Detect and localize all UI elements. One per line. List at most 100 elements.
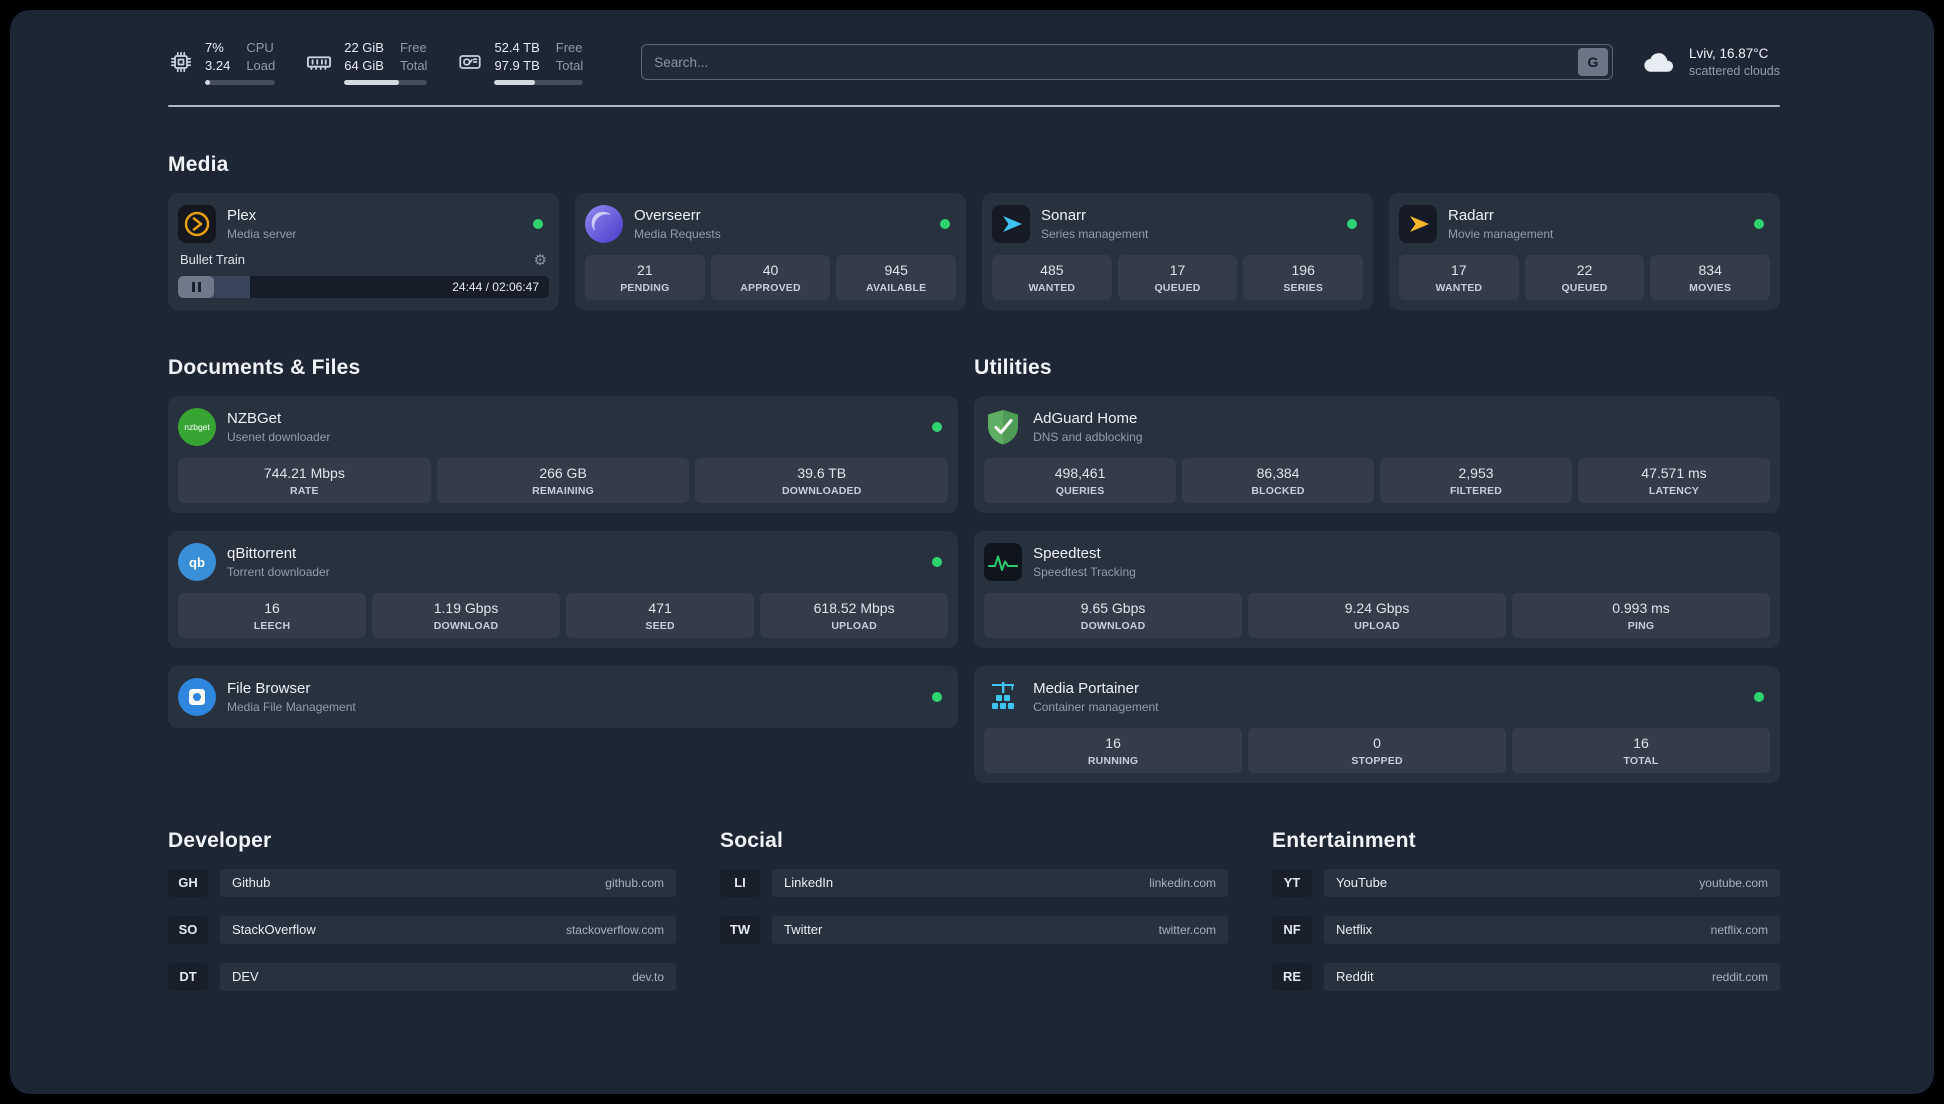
app-desc: Speedtest Tracking (1033, 564, 1136, 579)
stat-value: 47.571 ms (1641, 464, 1707, 481)
disk-free-value: 52.4 TB (494, 40, 540, 55)
stat-value: 0 (1373, 734, 1381, 751)
stat-box: 16 RUNNING (984, 727, 1243, 773)
stat-value: 21 (637, 261, 653, 278)
nzbget-card[interactable]: nzbget NZBGet Usenet downloader 744.21 M… (168, 395, 959, 513)
bookmark-url: reddit.com (1711, 969, 1768, 984)
section-title-media: Media (168, 152, 229, 176)
stat-label: DOWNLOAD (433, 619, 499, 632)
bookmark-url: stackoverflow.com (565, 922, 664, 937)
stat-box: 834 MOVIES (1650, 254, 1771, 300)
stat-box: 9.65 Gbps DOWNLOAD (984, 592, 1243, 638)
bookmark-linkedin[interactable]: LI LinkedIn linkedin.com (720, 868, 1228, 897)
bookmark-name: Twitter (784, 922, 823, 938)
section-title-utilities: Utilities (974, 355, 1052, 379)
stat-value: 196 (1291, 261, 1315, 278)
bookmark-url: youtube.com (1699, 875, 1768, 890)
overseerr-card[interactable]: Overseerr Media Requests 21 PENDING 40 A… (575, 192, 966, 310)
cpu-chip-icon (168, 49, 194, 75)
bookmark-dev[interactable]: DT DEV dev.to (168, 962, 676, 991)
bookmark-twitter[interactable]: TW Twitter twitter.com (720, 915, 1228, 944)
bookmark-reddit[interactable]: RE Reddit reddit.com (1272, 962, 1780, 991)
stat-label: PENDING (620, 281, 670, 294)
section-title-social: Social (720, 828, 784, 852)
stat-label: APPROVED (740, 281, 801, 294)
bookmark-stackoverflow[interactable]: SO StackOverflow stackoverflow.com (168, 915, 676, 944)
stat-label: UPLOAD (1354, 619, 1400, 632)
stat-box: 945 AVAILABLE (836, 254, 957, 300)
stat-label: LEECH (253, 619, 291, 632)
stat-box: 21 PENDING (585, 254, 705, 300)
speedtest-card[interactable]: Speedtest Speedtest Tracking 9.65 Gbps D… (974, 530, 1780, 648)
stat-label: FILTERED (1449, 484, 1503, 497)
stat-value: 86,384 (1256, 464, 1300, 481)
svg-text:qb: qb (189, 555, 205, 570)
status-dot (1754, 218, 1764, 229)
stat-box: 471 SEED (566, 592, 755, 638)
bookmark-name: YouTube (1336, 875, 1388, 891)
memory-total-value: 64 GiB (344, 57, 384, 73)
search-provider-button[interactable]: G (1577, 48, 1608, 77)
bookmark-url: netflix.com (1710, 922, 1768, 937)
status-dot (940, 218, 950, 229)
search-input[interactable] (654, 54, 1578, 70)
disk-usage-bar-fill (494, 79, 536, 85)
adguard-card[interactable]: AdGuard Home DNS and adblocking 498,461 … (974, 395, 1780, 513)
stat-value: 9.65 Gbps (1080, 599, 1146, 616)
status-dot (533, 218, 543, 229)
plex-icon (178, 204, 216, 243)
stat-box: 47.571 ms LATENCY (1578, 457, 1770, 503)
filebrowser-card[interactable]: File Browser Media File Management (168, 665, 959, 728)
stat-label: REMAINING (532, 484, 594, 497)
stat-value: 1.19 Gbps (433, 599, 499, 616)
bookmark-abbr: SO (168, 915, 208, 944)
app-name: Plex (227, 206, 257, 224)
stat-label: SEED (645, 619, 675, 632)
app-desc: Media Requests (634, 226, 721, 241)
stat-value: 16 (1105, 734, 1121, 751)
portainer-card[interactable]: Media Portainer Container management 16 … (974, 665, 1780, 783)
portainer-crane-icon (984, 678, 1022, 716)
app-desc: Container management (1033, 699, 1159, 714)
cpu-usage-bar-fill (205, 79, 210, 85)
bookmark-url: twitter.com (1158, 922, 1216, 937)
stat-label: DOWNLOADED (781, 484, 862, 497)
stat-label: RATE (290, 484, 319, 497)
bookmark-github[interactable]: GH Github github.com (168, 868, 676, 897)
stat-box: 16 TOTAL (1512, 727, 1770, 773)
stat-value: 40 (762, 261, 779, 278)
app-desc: DNS and adblocking (1033, 429, 1143, 444)
status-dot (932, 556, 943, 567)
app-name: NZBGet (227, 409, 282, 427)
media-card-row: Plex Media server Bullet Train ⚙ 24:44 /… (168, 192, 1780, 310)
stat-value: 485 (1040, 261, 1064, 278)
stat-value: 22 (1576, 261, 1593, 278)
cpu-usage-bar (205, 79, 276, 85)
bookmark-name: DEV (232, 969, 259, 985)
stat-label: WANTED (1028, 281, 1076, 294)
plex-card[interactable]: Plex Media server Bullet Train ⚙ 24:44 /… (168, 192, 559, 310)
top-bar: 7% CPU 3.24 Load 22 GiB (168, 40, 1780, 85)
stat-value: 266 GB (539, 464, 587, 481)
radarr-card[interactable]: Radarr Movie management 17 WANTED 22 QUE… (1389, 192, 1780, 310)
memory-total-label: Total (399, 57, 428, 73)
memory-free-value: 22 GiB (344, 40, 384, 55)
bookmark-abbr: RE (1272, 962, 1312, 991)
stat-box: 16 LEECH (178, 592, 367, 638)
stat-label: QUERIES (1055, 484, 1105, 497)
ram-icon (305, 48, 333, 76)
cpu-load-value: 3.24 (205, 57, 231, 73)
bookmark-netflix[interactable]: NF Netflix netflix.com (1272, 915, 1780, 944)
bookmark-youtube[interactable]: YT YouTube youtube.com (1272, 868, 1780, 897)
sonarr-card[interactable]: Sonarr Series management 485 WANTED 17 Q… (982, 192, 1373, 310)
pause-button[interactable] (178, 275, 214, 298)
stat-label: UPLOAD (831, 619, 877, 632)
stat-box: 22 QUEUED (1524, 254, 1645, 300)
sonarr-icon (992, 204, 1030, 243)
disk-total-label: Total (555, 57, 584, 73)
section-title-documents: Documents & Files (168, 355, 361, 379)
speedtest-graph-icon (984, 542, 1023, 581)
qbittorrent-card[interactable]: qb qBittorrent Torrent downloader 16 LEE… (168, 530, 959, 648)
stat-label: PING (1627, 619, 1655, 632)
gear-icon[interactable]: ⚙ (533, 251, 547, 269)
